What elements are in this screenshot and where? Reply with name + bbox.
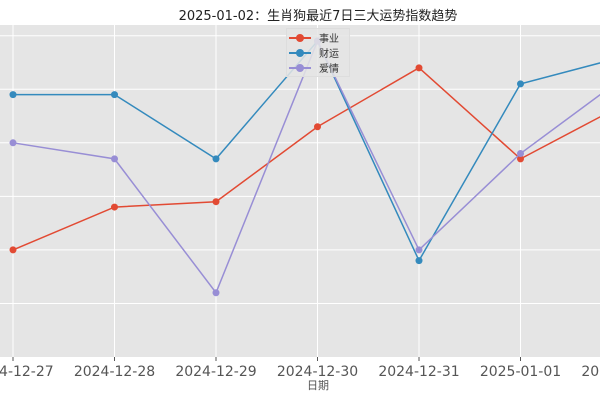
- x-tick-label: 2024-12-29: [175, 364, 256, 380]
- series-0: [9, 64, 600, 254]
- x-tick-label: 2025-01-02: [581, 364, 600, 380]
- x-tick-label: 2024-12-28: [74, 364, 155, 380]
- legend-label-wealth: 财运: [319, 49, 339, 60]
- legend: 事业 财运 爱情: [286, 28, 350, 77]
- data-point: [517, 155, 524, 163]
- data-point: [111, 91, 118, 99]
- data-point: [517, 150, 524, 158]
- data-point: [212, 155, 220, 163]
- x-tick-label: 2024-12-30: [277, 364, 358, 380]
- legend-label-love: 爱情: [319, 64, 339, 75]
- x-tick-label: 2024-12-27: [0, 364, 54, 380]
- data-point: [415, 257, 423, 265]
- legend-swatch-career: [289, 33, 311, 43]
- data-point: [111, 203, 118, 211]
- chart-title: 2025-01-02：生肖狗最近7日三大运势指数趋势: [178, 9, 458, 24]
- data-point: [111, 155, 118, 163]
- legend-label-career: 事业: [319, 34, 339, 45]
- legend-swatch-love: [289, 63, 311, 73]
- legend-item-wealth: 财运: [289, 45, 347, 60]
- legend-swatch-wealth: [289, 48, 311, 58]
- data-point: [314, 123, 321, 131]
- data-point: [9, 139, 17, 147]
- data-point: [9, 246, 17, 254]
- x-tick-label: 2024-12-31: [378, 364, 459, 380]
- legend-item-love: 爱情: [289, 60, 347, 75]
- x-tick-label: 2025-01-01: [480, 364, 561, 380]
- data-point: [415, 64, 423, 72]
- data-point: [212, 289, 220, 297]
- x-axis-label: 日期: [307, 379, 329, 392]
- data-point: [517, 80, 524, 88]
- legend-item-career: 事业: [289, 30, 347, 45]
- data-point: [415, 246, 423, 254]
- plot-background: [0, 25, 600, 357]
- data-point: [9, 91, 17, 99]
- data-point: [212, 198, 220, 206]
